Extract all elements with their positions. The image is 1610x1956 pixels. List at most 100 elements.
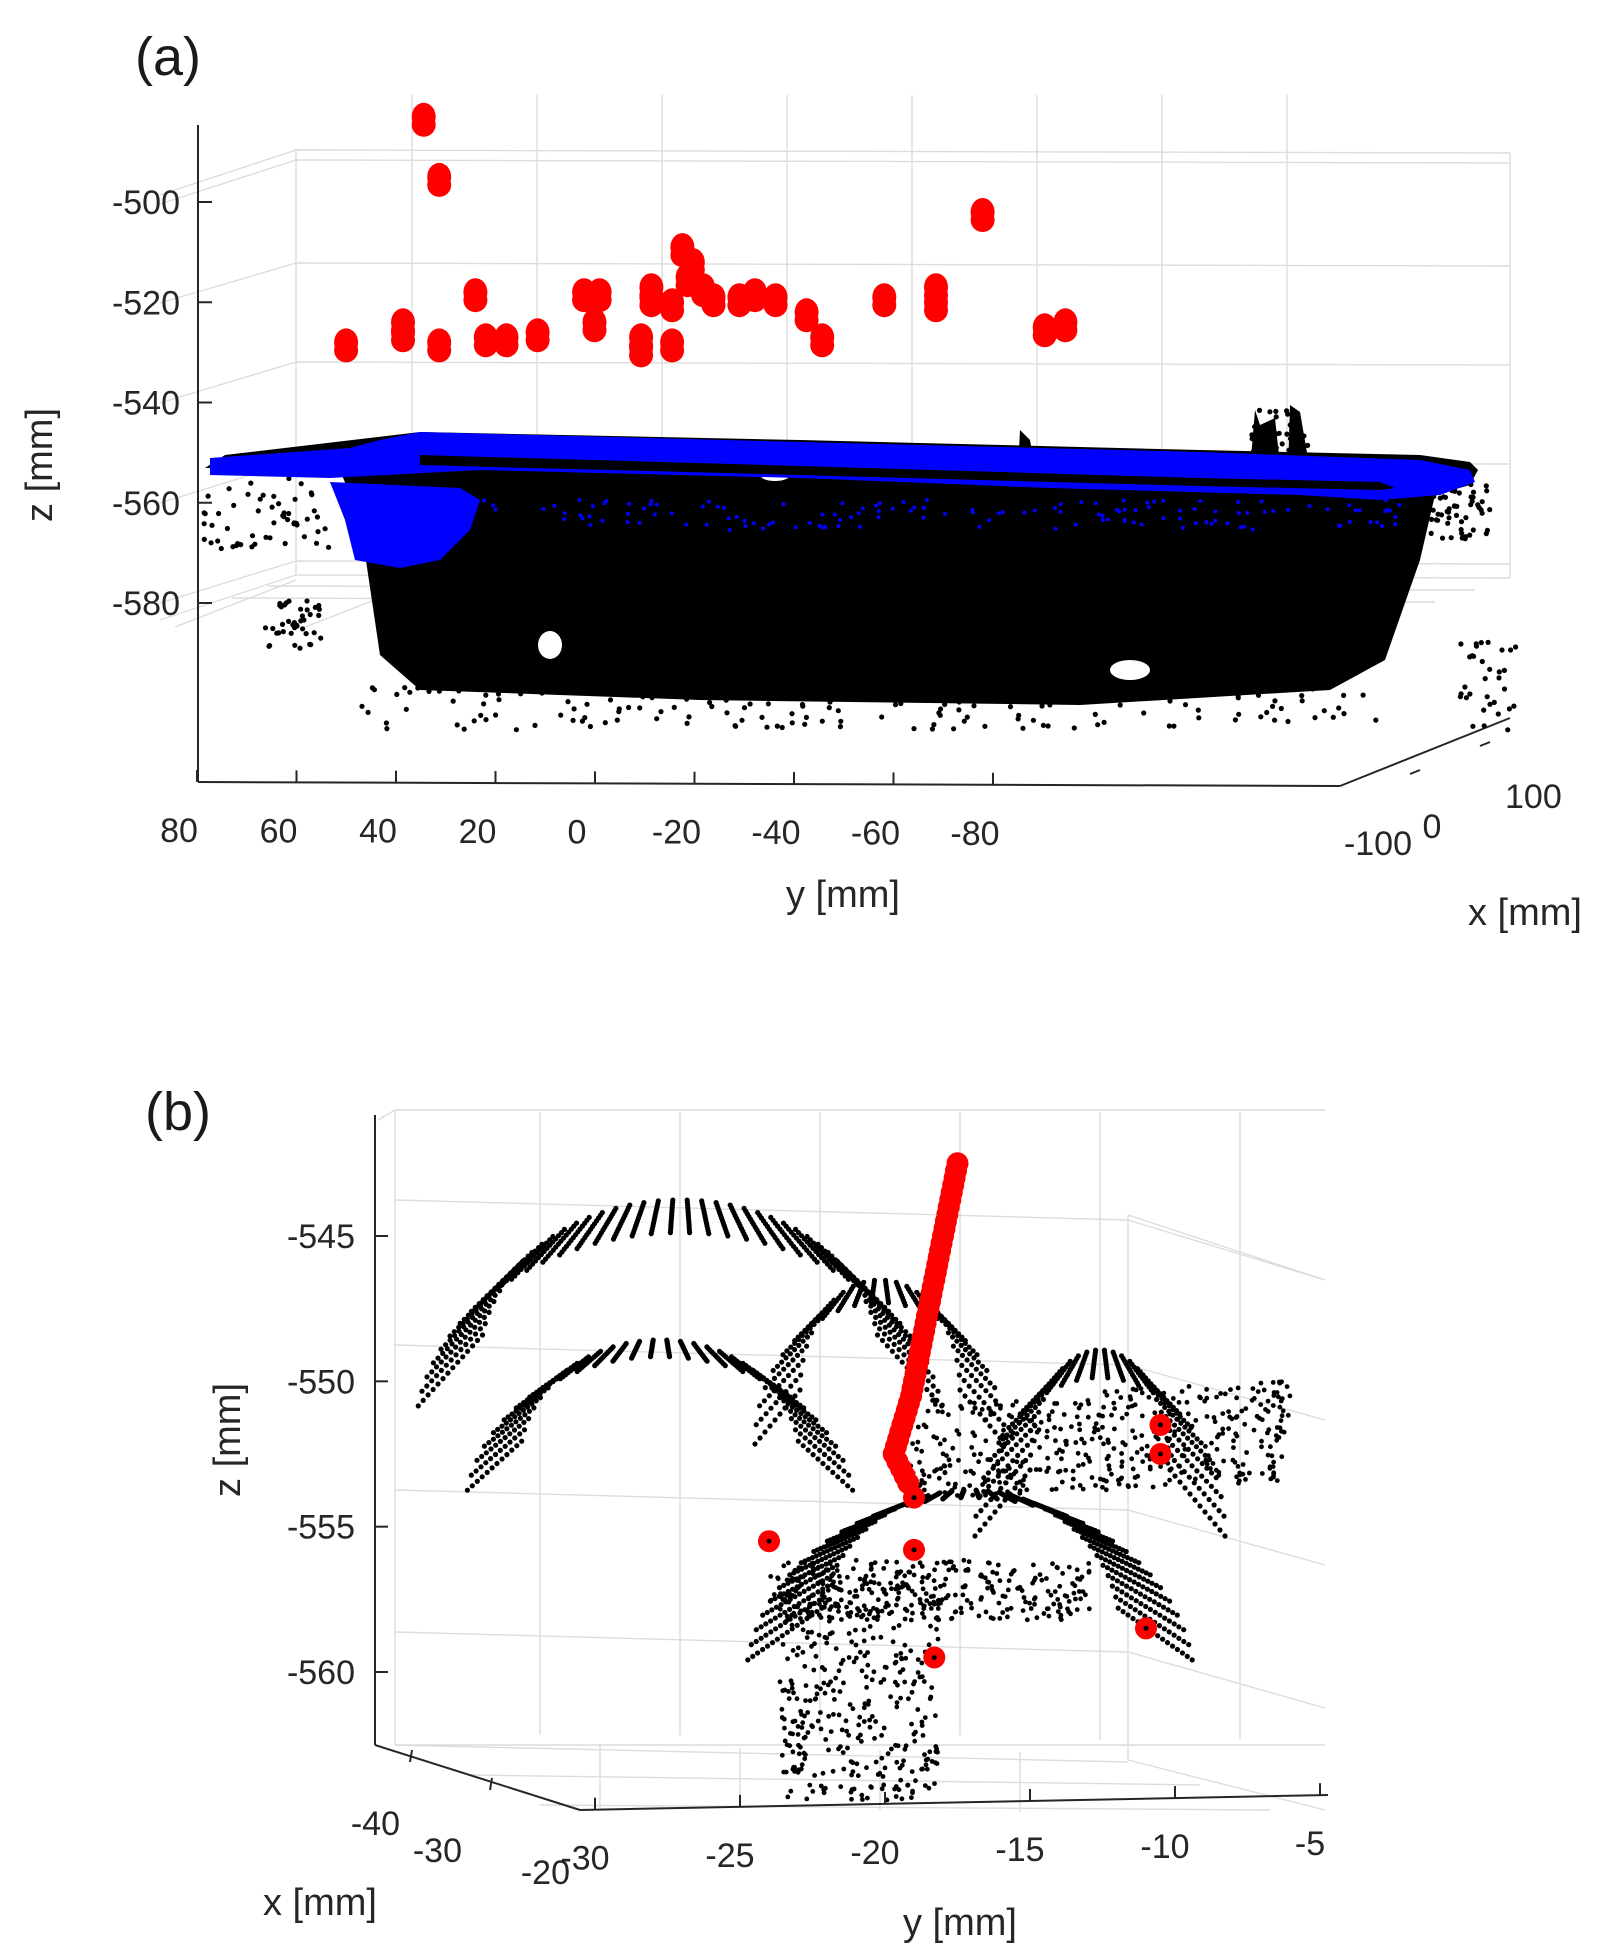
- panel-a-blue-point: [1397, 503, 1402, 507]
- panel-a-point: [1360, 692, 1366, 698]
- panel-a-point: [749, 687, 755, 693]
- panel-b-point: [786, 1689, 791, 1694]
- panel-b-point: [978, 1383, 984, 1389]
- panel-b-point: [1075, 1576, 1080, 1581]
- panel-b-point: [1162, 1404, 1168, 1410]
- panel-b-point: [1086, 1569, 1092, 1575]
- panel-b-point: [955, 1493, 960, 1498]
- panel-b-point: [505, 1414, 511, 1420]
- panel-b-point: [963, 1469, 968, 1475]
- panel-b-point: [1018, 1437, 1024, 1443]
- panel-a-blue-point: [876, 509, 881, 514]
- panel-b-point: [949, 1325, 955, 1331]
- panel-b-point: [919, 1468, 925, 1474]
- panel-a-point: [1456, 490, 1462, 496]
- panel-b-point: [1198, 1448, 1204, 1454]
- panel-b-point: [517, 1402, 523, 1408]
- panel-b-point: [1114, 1578, 1120, 1584]
- panel-b-point: [937, 1441, 943, 1447]
- panel-b-point: [1055, 1597, 1061, 1602]
- panel-b-point: [814, 1259, 820, 1265]
- panel-b-point: [1274, 1478, 1280, 1483]
- panel-b-point: [869, 1677, 875, 1683]
- panel-b-point: [856, 1722, 862, 1728]
- panel-b-point: [821, 1680, 827, 1686]
- panel-a: (a) -500-520-540-560-580 80 60 40 2: [19, 27, 1582, 934]
- panel-b-point: [1104, 1456, 1110, 1462]
- panel-b-point: [968, 1468, 974, 1474]
- panel-b-point: [897, 1320, 903, 1326]
- panel-b-point: [841, 1680, 846, 1686]
- panel-b-point: [1041, 1611, 1047, 1616]
- panel-b-point: [1006, 1424, 1012, 1431]
- panel-b-point: [828, 1729, 834, 1734]
- panel-b-point: [499, 1456, 505, 1462]
- panel-a-gap: [1110, 660, 1150, 680]
- panel-b-point: [825, 1465, 831, 1471]
- panel-b-point: [1120, 1609, 1126, 1615]
- panel-b-point: [1265, 1409, 1271, 1414]
- panel-b-point: [807, 1577, 814, 1583]
- panel-a-point: [1284, 431, 1290, 437]
- panel-a-blue-point: [1380, 524, 1384, 529]
- panel-a-point: [1470, 723, 1476, 729]
- panel-b-point: [1179, 1470, 1184, 1475]
- panel-a-point: [539, 690, 545, 696]
- panel-b-point: [853, 1279, 859, 1285]
- panel-b-point: [490, 1436, 496, 1442]
- panel-a-point: [686, 714, 692, 720]
- panel-b-point: [1116, 1481, 1122, 1487]
- panel-a-point: [208, 540, 214, 546]
- panel-b-point: [898, 1695, 903, 1701]
- panel-a-point: [407, 689, 413, 695]
- panel-b-point: [875, 1609, 881, 1615]
- panel-b-point: [995, 1459, 1001, 1464]
- panel-b-point: [1287, 1393, 1293, 1399]
- panel-a-x-tick-label: -100: [1344, 825, 1412, 863]
- panel-b-point: [821, 1442, 827, 1448]
- panel-b-point: [847, 1614, 853, 1619]
- panel-b-point: [1063, 1438, 1068, 1444]
- panel-a-point: [764, 724, 770, 730]
- panel-a-point: [971, 703, 977, 709]
- panel-b-point: [970, 1348, 976, 1354]
- panel-b-point: [516, 1423, 522, 1429]
- panel-b-point: [831, 1557, 838, 1563]
- panel-b-point: [1023, 1415, 1029, 1421]
- panel-b-point: [784, 1348, 790, 1354]
- panel-b-point: [1168, 1466, 1174, 1472]
- panel-b-point: [1220, 1426, 1226, 1432]
- panel-b-point: [935, 1606, 941, 1611]
- panel-b-point: [463, 1341, 469, 1347]
- panel-b-point: [1220, 1431, 1226, 1436]
- panel-a-point: [276, 501, 282, 507]
- panel-a-point: [587, 723, 594, 730]
- panel-b-point: [1234, 1474, 1239, 1480]
- panel-b-point: [877, 1771, 883, 1776]
- panel-b-point: [824, 1640, 830, 1646]
- panel-b-point: [802, 1756, 808, 1762]
- panel-b-point: [1235, 1385, 1241, 1391]
- panel-b-point: [1240, 1462, 1246, 1467]
- panel-b-point: [1160, 1604, 1167, 1610]
- panel-a-y-tick-label: -60: [851, 814, 900, 852]
- panel-a-point: [1171, 723, 1177, 729]
- panel-b-point: [894, 1559, 900, 1565]
- panel-b-point: [881, 1566, 887, 1571]
- panel-a-point: [819, 718, 825, 724]
- panel-a-blue-point: [727, 527, 732, 532]
- panel-b-point: [967, 1399, 973, 1405]
- panel-a-blue-point: [1236, 500, 1241, 505]
- panel-b-point: [1059, 1479, 1065, 1485]
- panel-b-point: [978, 1451, 983, 1457]
- panel-a-point: [684, 720, 690, 727]
- panel-b-point: [883, 1591, 889, 1597]
- panel-b-point: [967, 1351, 973, 1357]
- panel-b-point: [834, 1562, 840, 1568]
- panel-b-point: [849, 1772, 854, 1778]
- panel-b-point: [907, 1333, 913, 1339]
- panel-b-point: [1104, 1565, 1111, 1571]
- panel-b-point: [1226, 1409, 1231, 1414]
- panel-a-point: [942, 701, 948, 708]
- panel-b-point: [855, 1773, 861, 1779]
